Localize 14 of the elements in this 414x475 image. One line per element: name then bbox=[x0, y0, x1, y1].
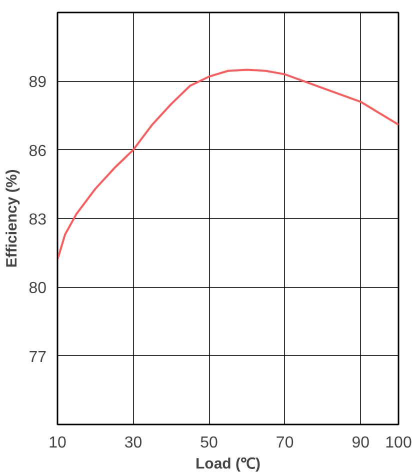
x-tick-label: 50 bbox=[200, 434, 218, 452]
y-tick-label: 89 bbox=[28, 74, 47, 92]
y-tick-label: 80 bbox=[28, 280, 47, 298]
x-tick-label: 70 bbox=[276, 434, 294, 452]
x-tick-label: 100 bbox=[385, 434, 412, 452]
y-tick-label: 86 bbox=[28, 142, 47, 160]
line-series bbox=[58, 68, 398, 261]
y-tick-label: 83 bbox=[28, 212, 47, 228]
x-axis-title: Load (℃) bbox=[196, 456, 261, 472]
y-tick-label: 77 bbox=[28, 348, 47, 366]
x-tick-label: 30 bbox=[124, 434, 142, 452]
x-tick-label: 10 bbox=[48, 434, 66, 452]
y-axis-title: Efficiency (%) bbox=[4, 169, 21, 268]
x-tick-label: 90 bbox=[352, 434, 370, 452]
